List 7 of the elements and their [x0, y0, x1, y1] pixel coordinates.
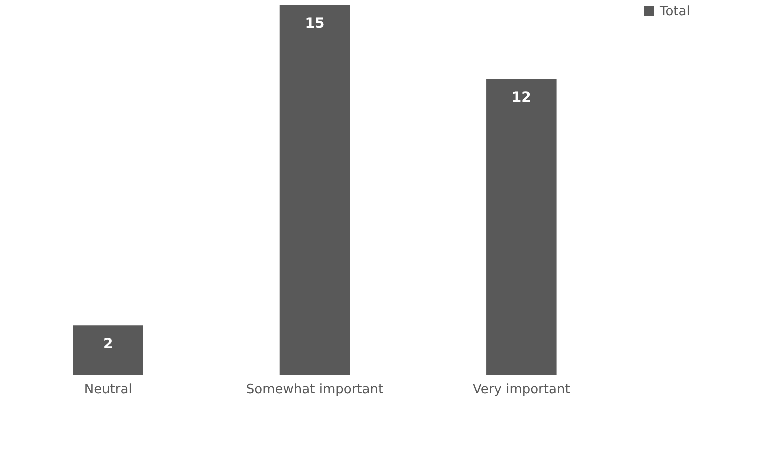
data-label: 12: [512, 90, 532, 106]
legend-label: Total: [659, 4, 690, 20]
data-label: 2: [103, 336, 114, 353]
data-label: 15: [305, 16, 325, 32]
x-tick-label: Neutral: [84, 382, 132, 398]
x-tick-label: Very important: [473, 382, 570, 398]
x-tick-label: Somewhat important: [246, 382, 384, 398]
